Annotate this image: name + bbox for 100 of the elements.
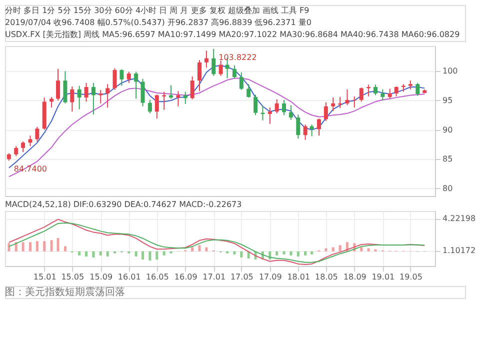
x-tick-label: 15.01 <box>33 272 56 282</box>
bar <box>304 251 307 256</box>
text: 图：美元指数短期震荡回落 <box>5 286 125 298</box>
bar <box>191 247 194 252</box>
candlestick <box>169 84 174 100</box>
bar <box>332 247 334 252</box>
candlestick <box>296 114 300 140</box>
bar <box>367 248 370 252</box>
x-tick-label: 18.05 <box>314 272 338 282</box>
x-tick-label: 16.01 <box>118 272 141 282</box>
bar <box>22 242 24 252</box>
bar <box>276 251 278 256</box>
x-tick-label: 16.05 <box>146 272 169 282</box>
annotation: 103.8222 <box>218 52 257 62</box>
candlestick <box>394 86 398 97</box>
candlestick <box>77 85 82 110</box>
x-tick-label: 19.01 <box>372 272 395 282</box>
text: 2019/07/04 收96.7408 幅0.57%(0.5437) 开96.2837 高96.8839 低96.2371 量0 <box>5 18 312 27</box>
candlestick <box>288 104 293 120</box>
bar <box>310 251 314 254</box>
candlestick <box>212 48 216 76</box>
bar <box>282 251 286 254</box>
bar <box>8 243 10 252</box>
y-tick-label: 90 <box>442 125 453 134</box>
candlestick <box>183 91 188 105</box>
x-tick-label: 18.01 <box>287 272 310 282</box>
bar <box>43 241 46 252</box>
bar <box>134 251 138 256</box>
candlestick <box>91 82 96 116</box>
candlestick <box>56 68 60 101</box>
candlestick <box>331 97 336 112</box>
candlestick <box>63 70 68 104</box>
bar <box>106 251 109 256</box>
candlestick <box>70 86 74 112</box>
candlestick <box>112 68 117 90</box>
candlestick <box>190 76 194 100</box>
bar <box>156 251 158 260</box>
candlestick <box>388 88 392 100</box>
x-tick-label: 16.09 <box>174 272 198 282</box>
candlestick <box>21 141 26 153</box>
candlestick <box>140 78 145 107</box>
x-tick-label: 17.09 <box>258 272 282 282</box>
bar <box>92 251 95 258</box>
candlestick <box>254 94 258 116</box>
candlestick <box>84 82 88 102</box>
bar <box>162 251 166 256</box>
bar <box>338 245 342 252</box>
candlestick <box>148 99 152 114</box>
candlestick <box>204 50 208 68</box>
candlestick <box>14 146 18 157</box>
candlestick <box>176 90 180 107</box>
bar <box>85 251 88 256</box>
candlestick <box>303 124 308 141</box>
bar <box>36 241 38 252</box>
bar <box>198 245 201 252</box>
bar <box>78 251 81 256</box>
candlestick <box>359 87 364 102</box>
bar <box>296 251 300 256</box>
y-tick-label: 4.22198 <box>442 214 476 224</box>
x-tick-label: 15.05 <box>61 272 84 282</box>
chart-title: MACD(24,52,18) DIF:0.63290 DEA:0.74627 MACD:-0.22673 <box>5 200 242 209</box>
candlestick <box>316 118 321 136</box>
candlestick <box>106 84 110 108</box>
y-tick-label: 1.10172 <box>442 246 476 256</box>
candlestick <box>373 84 378 96</box>
bar <box>56 238 60 252</box>
candlestick <box>35 126 40 142</box>
x-tick-label: 17.05 <box>230 272 254 282</box>
candlestick <box>274 98 279 114</box>
x-tick-label: 19.05 <box>400 272 422 282</box>
text: USDX.FX [美元指数] 周线 MA5:96.6597 MA10:97.1499 MA20:97.1022 MA30:96.8684 MA40:96.7438 MA60:96.0829 <box>5 30 460 39</box>
candlestick <box>162 91 166 110</box>
bar <box>240 251 243 258</box>
text: 分时 多日 1分 5分 15分 30分 60分 4小时 日 周 月 更多 复权 超级叠加 画线 工具 F9 <box>5 6 310 15</box>
candlestick <box>380 88 385 101</box>
candlestick <box>239 72 244 90</box>
candlestick <box>120 68 124 86</box>
bar <box>148 251 152 261</box>
candlestick <box>282 99 286 116</box>
x-tick-label: 15.09 <box>90 272 113 282</box>
y-tick-label: 100 <box>442 66 458 76</box>
candlestick <box>246 84 251 98</box>
bar <box>99 251 102 256</box>
candlestick <box>198 60 202 92</box>
candlestick <box>28 135 32 147</box>
y-tick-label: 95 <box>442 96 453 105</box>
bar <box>64 246 66 252</box>
candlestick <box>416 82 420 96</box>
candlestick <box>50 96 54 108</box>
bar <box>290 251 292 256</box>
bar <box>142 251 144 260</box>
y-tick-label: 85 <box>442 154 453 164</box>
candlestick <box>232 64 236 79</box>
bar <box>360 247 363 252</box>
candlestick <box>154 94 159 120</box>
bar <box>233 251 236 254</box>
bar <box>324 248 328 252</box>
bar <box>205 247 208 252</box>
candlestick <box>345 88 350 106</box>
candlestick <box>268 107 272 124</box>
